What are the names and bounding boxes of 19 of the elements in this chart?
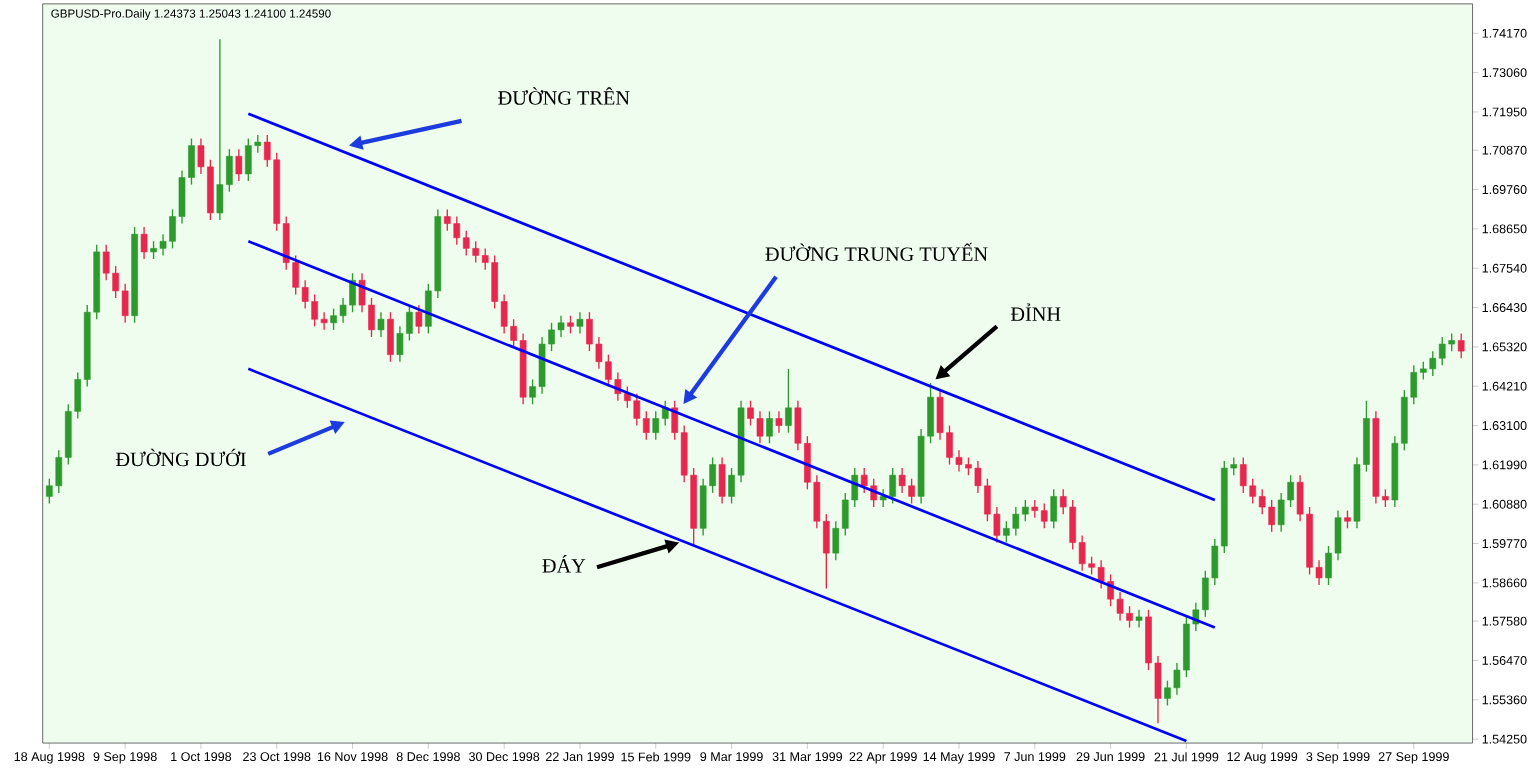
candlestick [235, 148, 243, 182]
annotation: ĐƯỜNG TRUNG TUYẾN [765, 242, 988, 261]
candlestick [415, 304, 423, 335]
candlestick [775, 410, 783, 434]
candlestick [889, 467, 896, 505]
candlestick [387, 311, 394, 363]
annotation: ĐƯỜNG DƯỚI [115, 448, 246, 467]
candlestick [377, 311, 385, 338]
candlestick [1135, 609, 1143, 629]
annotation: ĐỈNH [1010, 303, 1061, 321]
candlestick [785, 368, 792, 434]
candlestick [1457, 332, 1465, 359]
annotation: ĐÁY [542, 555, 586, 573]
candlestick [718, 456, 726, 505]
candlestick [766, 410, 773, 444]
candlestick [576, 311, 584, 335]
annotation: ĐƯỜNG TRÊN [498, 87, 630, 105]
candlestick [1050, 488, 1058, 529]
candlestick [140, 226, 148, 260]
